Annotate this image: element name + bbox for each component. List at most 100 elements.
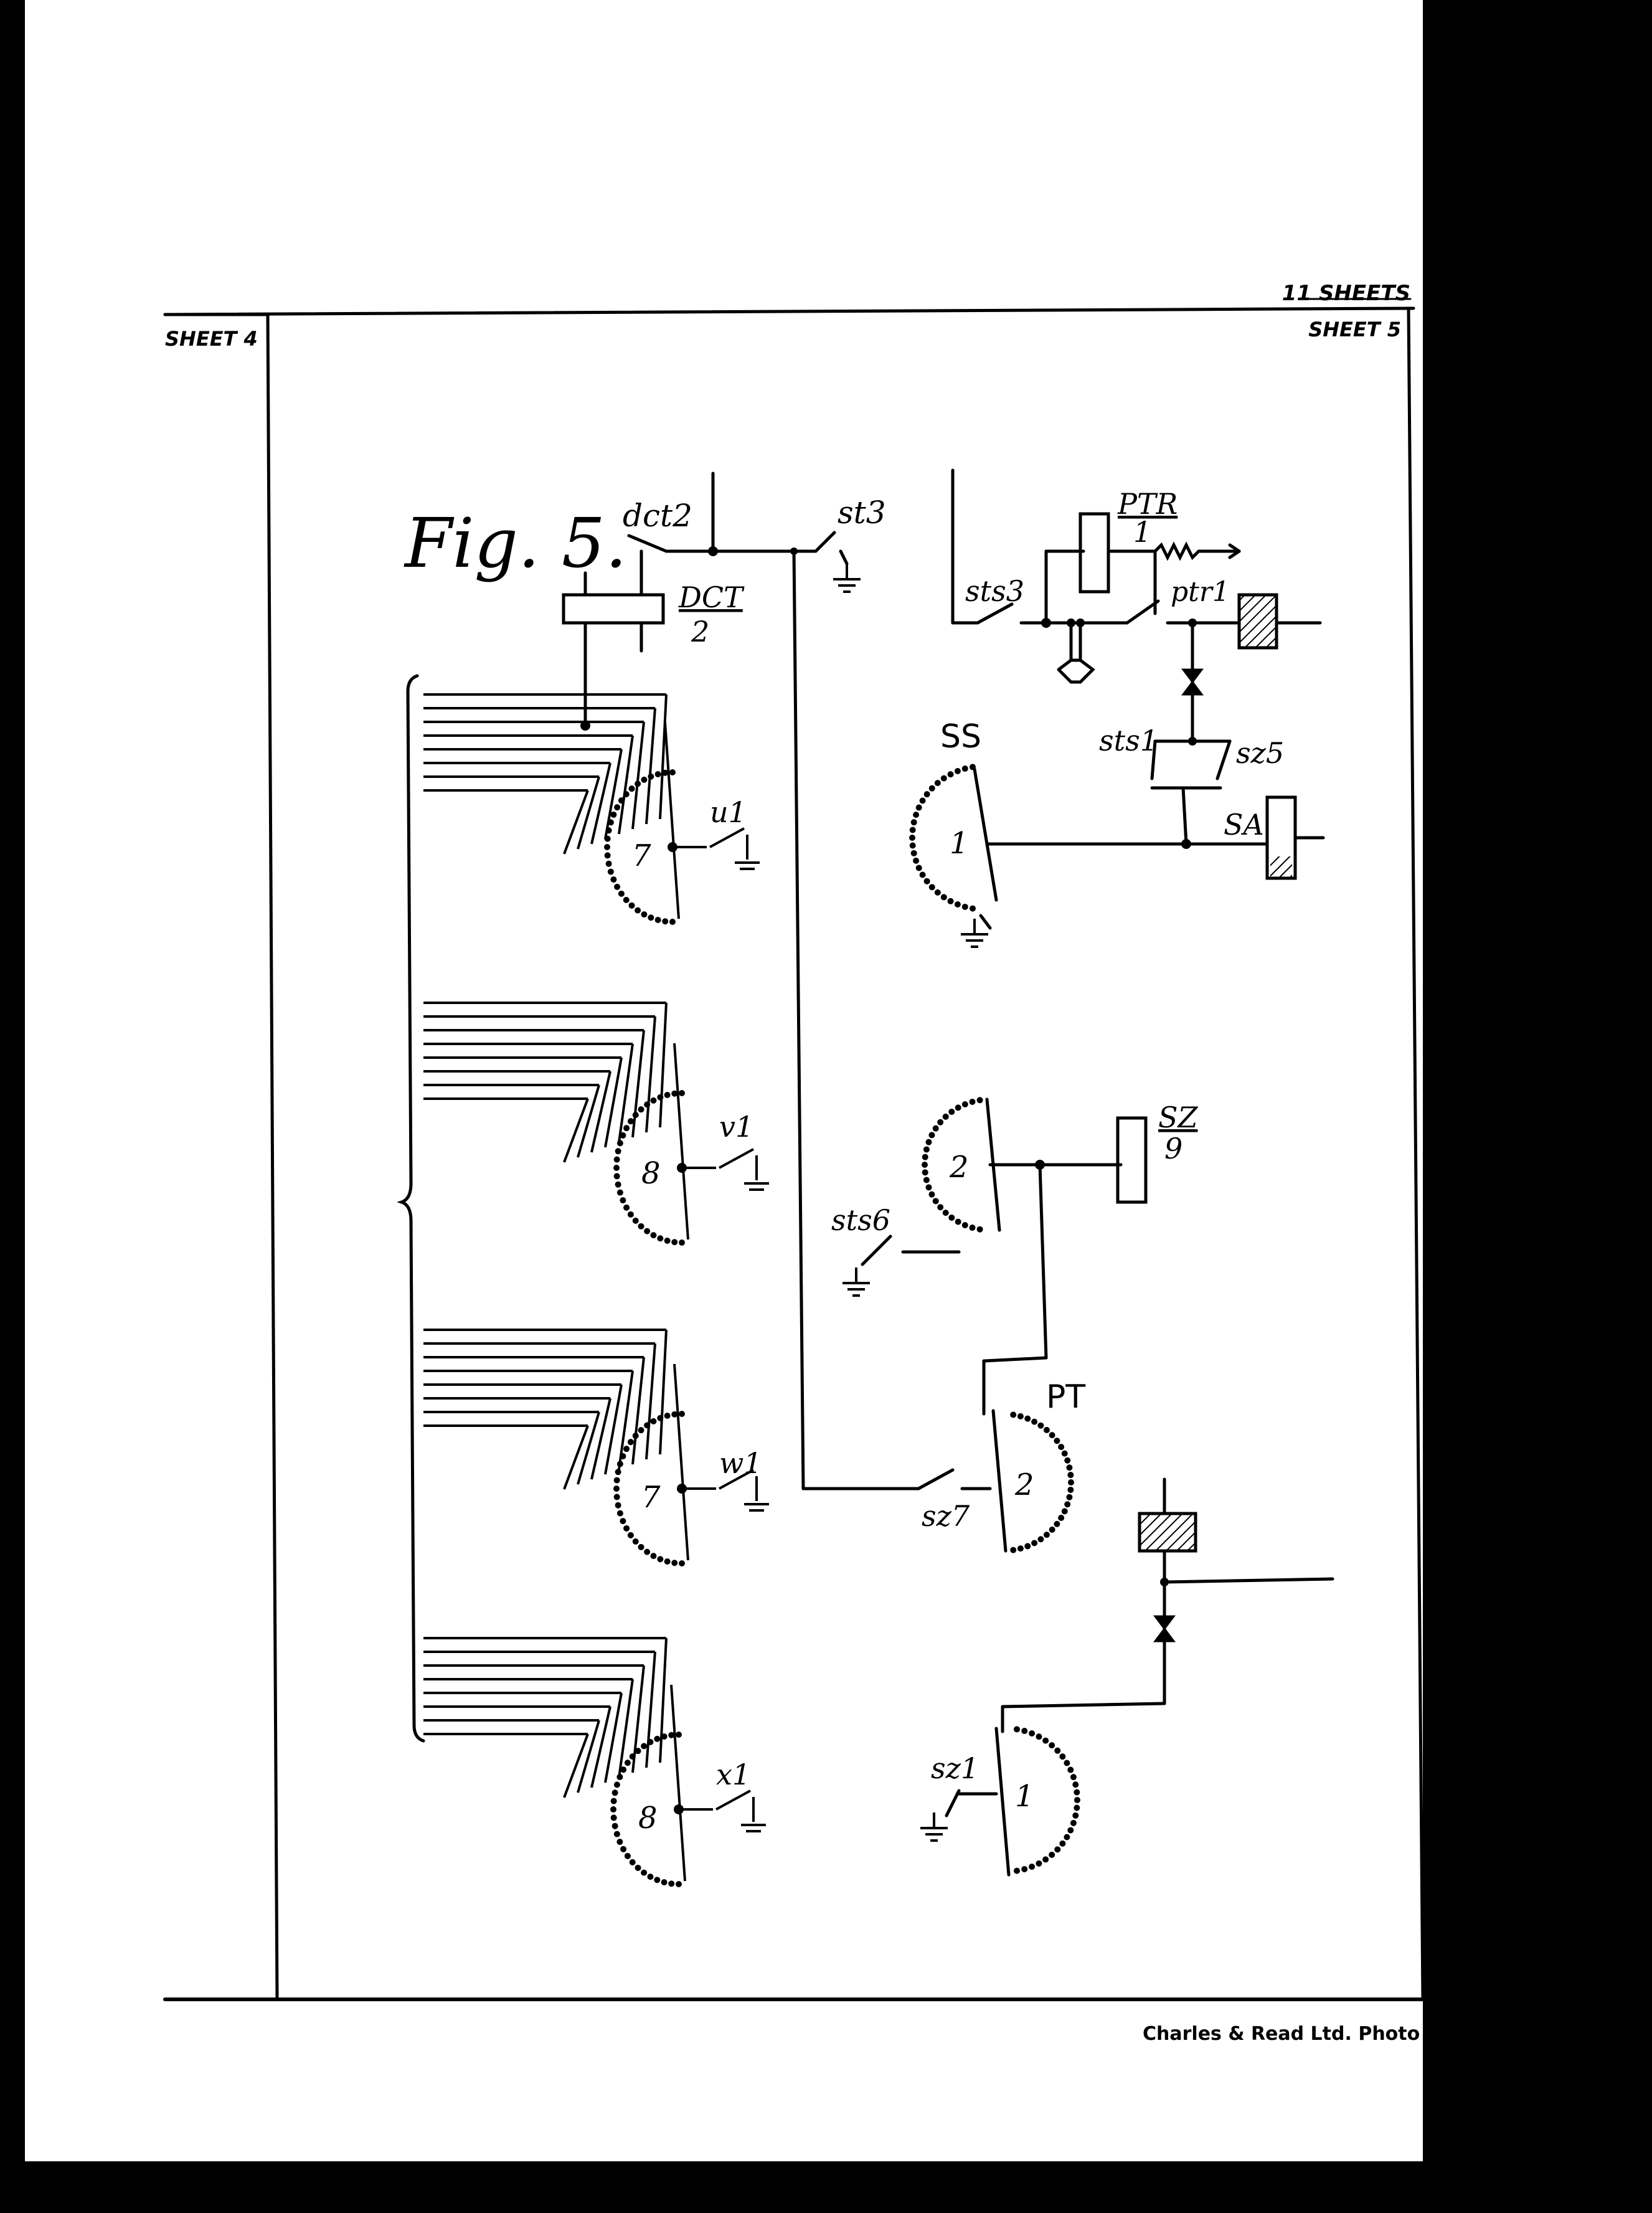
sz-bank-contact [933,1198,939,1204]
bank-w-bank-contact [671,1411,677,1418]
st3-contact [816,533,834,551]
label-sz7: sz7 [922,1499,970,1533]
bank-u-bank-wire-v [633,722,644,829]
bank-w-bank-contact [644,1549,650,1555]
bank-w-sector-side [674,1364,688,1560]
sz-bank-contact [923,1177,930,1183]
bank-x-bank-contact [614,1781,620,1788]
ss-bank-contact [955,901,961,907]
pt-bank-contact [1037,1423,1044,1429]
pt-bank-contact [1054,1521,1060,1527]
bank-w-bank-contact [617,1461,623,1467]
bank-x-bank-contact [661,1879,668,1885]
wiper-number-w: 7 [641,1480,661,1515]
ss-bank-contact [910,827,916,833]
sz-relay-coil [1118,1118,1146,1202]
bank-u-bank-contact [618,797,625,803]
bank-v-bank-contact [671,1239,677,1245]
sz1-bank-contact [1021,1728,1027,1734]
junction-lower [1160,1578,1169,1586]
bank-w-bank-contact [613,1486,620,1492]
sz-bank-contact [943,1114,949,1120]
bank-w-bank-wire-v [633,1357,644,1464]
bank-x-bank-contact [614,1831,620,1837]
sz-bank-contact [948,1215,955,1221]
label-SA: SA [1224,808,1264,841]
ss-bank-contact [920,871,926,878]
sz-bank-contact [969,1099,975,1105]
pt-bank-contact [1062,1451,1068,1457]
sheet-right-label: SHEET 5 [1308,318,1401,341]
label-x1: x1 [716,1758,750,1791]
main-vertical-bus [794,551,803,1489]
bank-x-bank-contact [635,1748,641,1754]
sz7-contact [918,1470,953,1489]
bank-w-bank-contact [644,1422,650,1428]
sz-bank-contact [922,1162,928,1168]
bank-v-bank-contact [633,1218,639,1224]
bank-v-bank-wire-v [633,1030,644,1137]
sz-bank-contact [928,1192,935,1198]
bank-u-bank-contact [618,891,625,897]
ss-bank-contact [929,884,935,890]
bank-u-bank-contact [629,785,635,792]
ptr-resistor [1155,545,1239,557]
bank-v-bank-contact [679,1239,685,1246]
pt-bank-contact [1010,1411,1016,1418]
label-ptr1: ptr1 [1171,576,1230,608]
bank-x-sector-side [671,1685,685,1881]
bank-v-bank-wire-v [660,1003,666,1127]
ss-bank-contact [941,775,947,782]
ss-bank-contact [913,812,919,818]
hatch-top [1239,595,1277,648]
sz1-bank-contact [1049,1852,1055,1858]
ss-bank-contact [911,850,917,856]
pt-bank-contact [1067,1487,1074,1493]
label-st3: st3 [838,495,886,531]
pt-bank-contact [1049,1527,1055,1533]
pt-bank-contact [1017,1545,1024,1552]
junction-bank [580,721,590,731]
left-brace [402,676,423,1741]
total-sheets-label: 11 SHEETS [1282,281,1410,306]
ss-bank-contact [910,842,916,848]
pt-bank-contact [1067,1472,1074,1478]
sz1-bank-contact [1042,1856,1049,1862]
bank-x-bank-wire-v [564,1734,588,1798]
bank-w-bank-contact [664,1413,671,1419]
sz1-bank-contact [1014,1868,1020,1874]
bank-w-bank-contact [614,1477,620,1484]
sz5-contact [1217,741,1230,779]
label-SZ-num: 9 [1164,1132,1182,1165]
bank-w-wiper-hub [677,1484,687,1494]
bank-w-bank-contact [638,1544,644,1550]
bank-v-bank-contact [620,1197,626,1203]
bank-w-bank-contact [650,1418,656,1424]
bank-x-bank-contact [611,1814,617,1821]
ptr-relay-coil [1080,514,1108,592]
bank-v-bank-contact [620,1132,626,1139]
frame-top [165,308,1414,315]
bank-u-bank-contact [606,861,612,867]
bank-w-bank-wire-v [578,1412,599,1484]
junction-sa [1181,839,1191,849]
junction-ptr-4 [1188,618,1197,627]
bank-u-bank-contact [669,769,676,775]
dct-relay-coil [564,595,663,623]
junction-sts1 [1188,737,1197,746]
ss-bank-contact [924,878,930,884]
pt-bank-contact [1064,1501,1070,1507]
bank-x-bank-contact [654,1877,660,1883]
sz1-bank-contact [1074,1789,1080,1796]
ss-bank-contact [916,865,922,871]
bank-x-switch-contact [716,1791,750,1809]
bank-v-bank-contact [614,1157,620,1163]
label-sts3: sts3 [965,574,1024,608]
bank-w-bank-contact [617,1510,623,1517]
junction-ptr-2 [1067,618,1075,627]
sz-bank-contact [977,1226,983,1233]
sz-bank-contact [977,1097,983,1103]
bank-x-bank-contact [630,1753,636,1760]
pt-bank-contact [1031,1419,1037,1425]
